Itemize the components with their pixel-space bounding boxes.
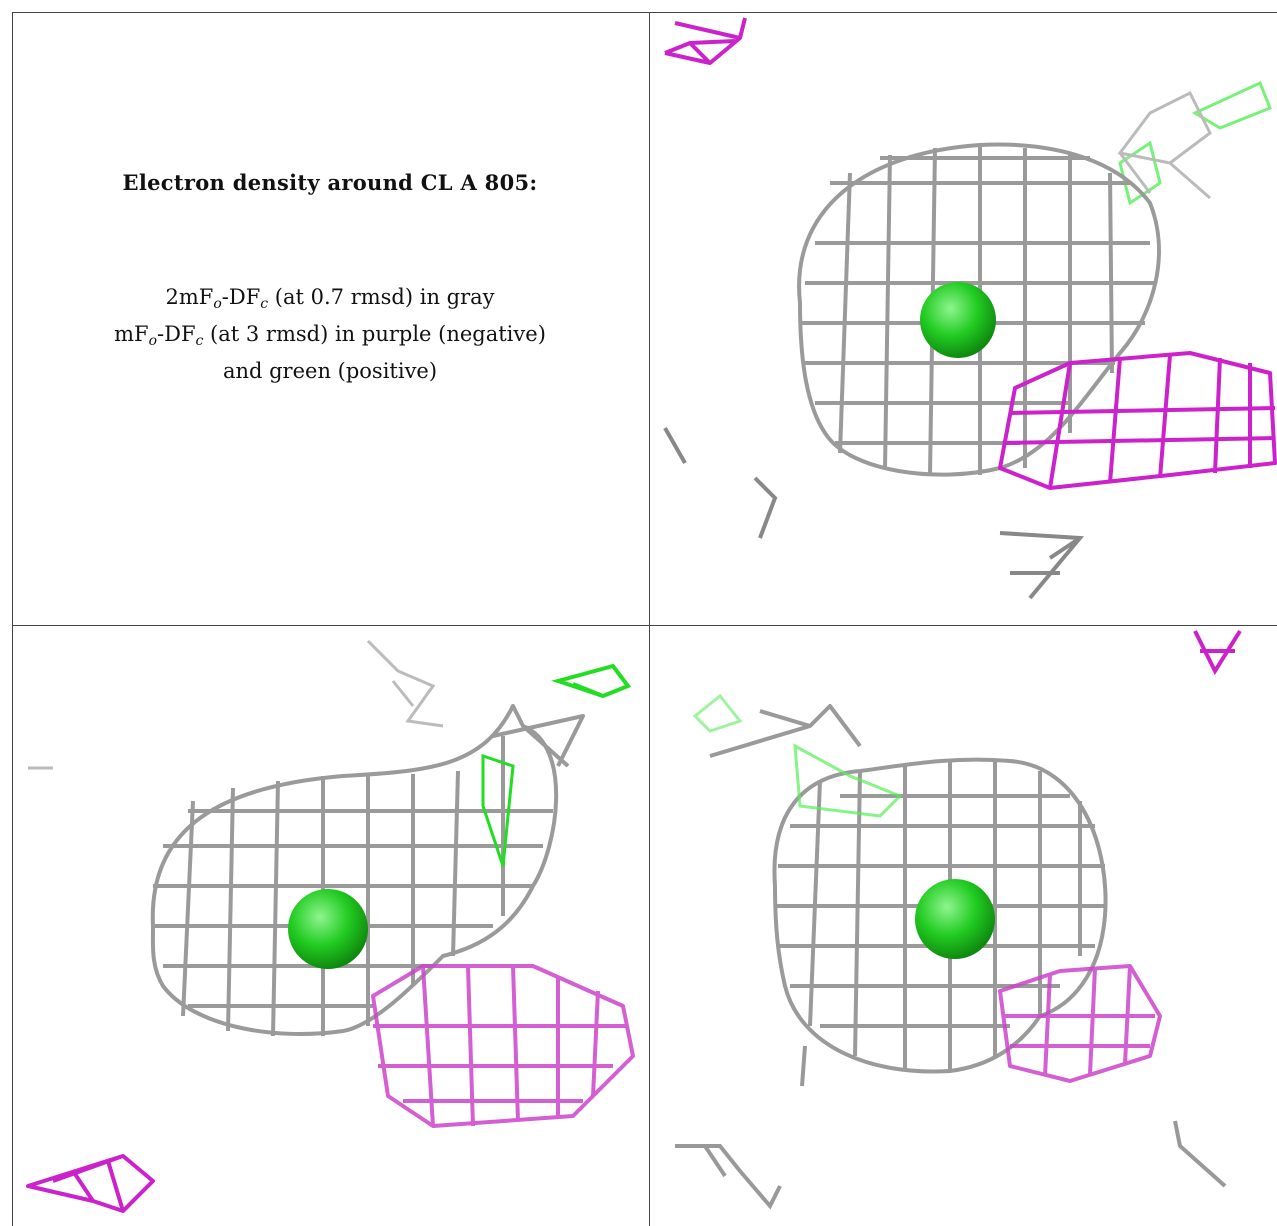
caption-line-3: and green (positive) <box>222 359 438 383</box>
gray-stick-fragments <box>28 639 444 770</box>
caption-line-2-sub2: c <box>195 333 204 349</box>
gray-stick-fragments <box>675 1045 1227 1210</box>
chloride-atom <box>920 282 996 358</box>
positive-density-mesh <box>481 753 515 867</box>
border-center <box>649 12 650 1226</box>
caption-line-1-pre: 2mF <box>165 285 214 309</box>
positive-density-mesh <box>793 743 903 818</box>
negative-density-mesh <box>998 964 1162 1083</box>
caption-line-1: 2mFo-DFc (at 0.7 rmsd) in gray <box>12 282 648 319</box>
negative-mesh-fragment <box>664 17 747 65</box>
density-render-top-right <box>663 17 1277 600</box>
caption-line-2-post: (at 3 rmsd) in purple (negative) <box>203 322 546 346</box>
caption-line-2-sub1: o <box>148 333 158 349</box>
negative-density-fragment <box>26 1154 155 1213</box>
border-middle <box>12 625 1277 626</box>
gray-density-mesh <box>709 704 1108 1074</box>
gray-density-mesh <box>150 704 585 1037</box>
chloride-atom <box>288 889 368 969</box>
negative-density-mesh <box>998 351 1277 490</box>
caption-line-2-mid: -DF <box>157 322 196 346</box>
caption-panel: Electron density around CL A 805: 2mFo-D… <box>12 12 648 624</box>
positive-density-fragment <box>551 663 632 699</box>
density-render-bottom-right <box>675 629 1242 1210</box>
caption-body: 2mFo-DFc (at 0.7 rmsd) in gray mFo-DFc (… <box>12 282 648 386</box>
caption-line-1-post: (at 0.7 rmsd) in gray <box>268 285 495 309</box>
caption-line-2-pre: mF <box>114 322 149 346</box>
positive-density-fragment <box>692 693 743 733</box>
caption-line-1-sub2: c <box>260 296 269 312</box>
border-left <box>12 12 13 1226</box>
gray-stick-fragments <box>663 427 1085 600</box>
caption-line-2: mFo-DFc (at 3 rmsd) in purple (negative) <box>12 319 648 356</box>
density-render-bottom-left <box>26 639 635 1213</box>
gray-mesh-fragment-top <box>1117 90 1212 200</box>
view-bottom-left <box>13 626 649 1226</box>
view-top-right <box>650 13 1277 625</box>
negative-density-fragment <box>1193 629 1242 676</box>
negative-density-mesh <box>371 964 635 1128</box>
chloride-atom <box>915 879 995 959</box>
caption-title: Electron density around CL A 805: <box>122 170 538 195</box>
view-bottom-right <box>650 626 1277 1226</box>
border-top <box>12 12 1277 13</box>
positive-mesh-fragment <box>1118 80 1272 206</box>
caption-line-1-sub1: o <box>213 296 222 312</box>
caption-line-1-mid: -DF <box>221 285 261 309</box>
